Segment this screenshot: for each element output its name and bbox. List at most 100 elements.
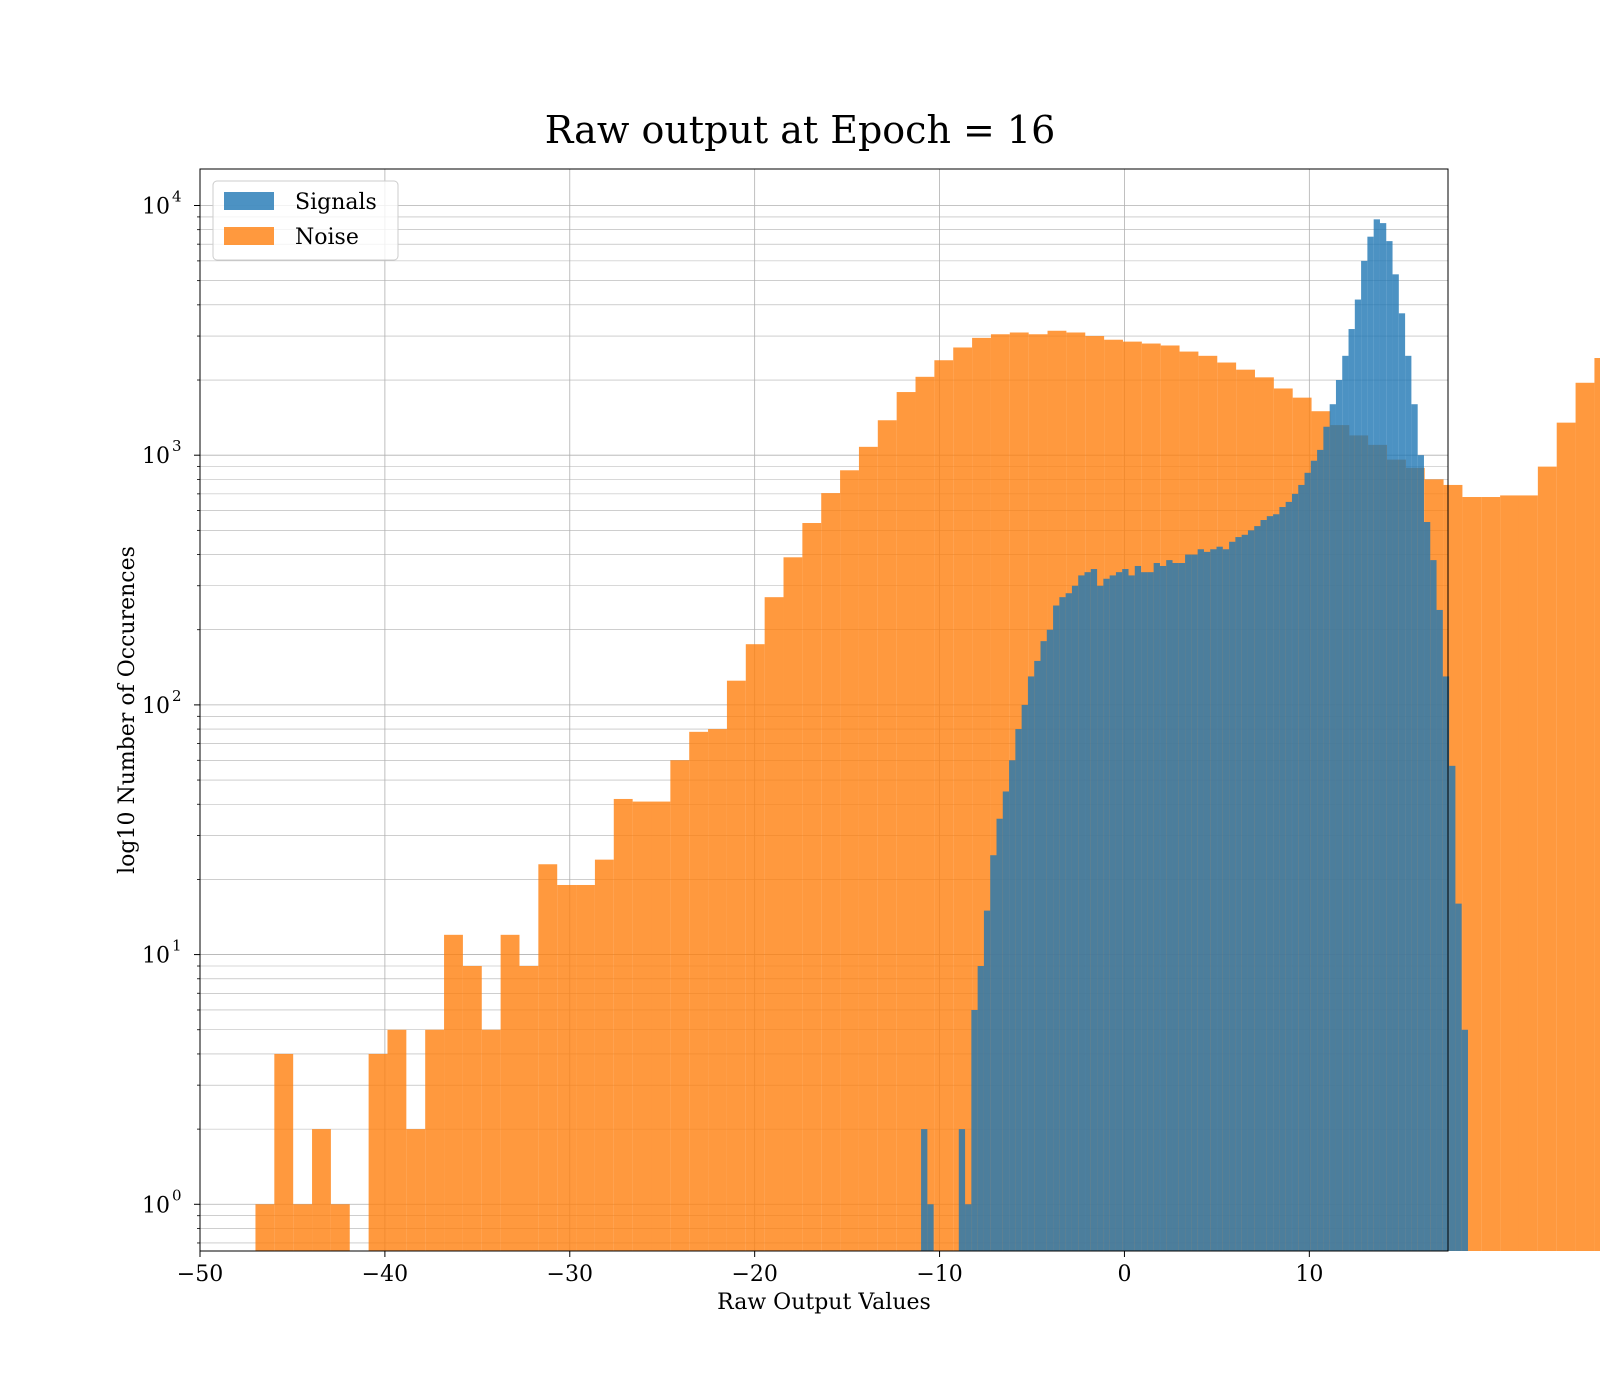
signal-bar — [1128, 575, 1135, 1251]
signal-bar — [1159, 565, 1167, 1251]
signal-bar — [1304, 472, 1311, 1251]
x-tick-label: 0 — [1117, 1262, 1131, 1287]
signal-bar — [958, 1129, 966, 1251]
signal-bar — [1310, 460, 1318, 1251]
noise-bar — [613, 798, 633, 1251]
signal-bar — [1210, 549, 1217, 1251]
signal-bar — [965, 1204, 972, 1251]
signal-bar — [1379, 223, 1387, 1252]
signal-bar — [1034, 660, 1041, 1251]
signal-bar — [1235, 537, 1242, 1251]
legend: Signals Noise — [212, 180, 399, 261]
signal-bar — [996, 818, 1003, 1251]
noise-bar — [255, 1204, 275, 1251]
signal-bar — [1147, 572, 1154, 1251]
signal-bar — [1254, 526, 1261, 1251]
signal-bar — [1335, 380, 1343, 1251]
noise-bar — [406, 1129, 426, 1251]
signal-bar — [1178, 563, 1186, 1251]
noise-bar — [764, 597, 784, 1251]
noise-bar — [915, 376, 935, 1251]
noise-bar — [330, 1204, 350, 1251]
noise-bar — [368, 1053, 388, 1251]
noise-bar — [858, 446, 878, 1251]
signal-bar — [1417, 455, 1424, 1251]
noise-bar — [293, 1204, 313, 1251]
y-axis-title: log10 Number of Occurences — [115, 546, 140, 874]
signal-bar — [1241, 534, 1248, 1251]
signal-bar — [1172, 563, 1179, 1251]
signal-bar — [1392, 274, 1399, 1251]
signal-bar — [1103, 578, 1110, 1251]
signal-bar — [1122, 569, 1129, 1251]
noise-bar — [670, 760, 690, 1251]
noise-bar — [802, 523, 822, 1251]
y-tick-exponent: 2 — [172, 687, 182, 705]
signal-bar — [1021, 704, 1028, 1251]
signal-bar — [1059, 597, 1066, 1251]
signal-bar — [1040, 641, 1047, 1251]
signal-bar — [1071, 585, 1079, 1251]
signal-bar — [1141, 572, 1148, 1251]
signal-bar — [1436, 609, 1443, 1251]
noise-bar — [274, 1053, 294, 1251]
signal-bar — [1002, 791, 1010, 1251]
signal-bar — [1461, 1029, 1468, 1251]
signal-bar — [1009, 760, 1016, 1251]
noise-bar — [745, 644, 765, 1251]
signal-bar — [1260, 520, 1267, 1251]
signal-bar — [1348, 329, 1355, 1252]
signal-bar — [1430, 560, 1437, 1251]
signal-bar — [1298, 484, 1305, 1251]
noise-bar — [1556, 422, 1576, 1252]
signal-bar — [1090, 569, 1098, 1251]
signal-bar — [1078, 575, 1085, 1251]
noise-bar — [387, 1029, 407, 1251]
noise-bar — [953, 347, 973, 1251]
noise-bar — [1500, 495, 1519, 1252]
y-tick-label: 10 — [142, 194, 170, 219]
legend-swatch-noise — [224, 227, 274, 245]
signal-bar — [1015, 729, 1022, 1251]
x-tick-label: −10 — [916, 1262, 962, 1287]
signal-bar — [927, 1204, 934, 1251]
signal-bar — [1109, 575, 1116, 1251]
noise-bar — [632, 801, 652, 1251]
noise-bar — [519, 966, 539, 1251]
signal-bar — [1153, 563, 1160, 1251]
y-tick-exponent: 1 — [172, 937, 182, 955]
signal-bar — [1084, 572, 1091, 1251]
signal-bar — [1373, 219, 1380, 1251]
signal-bar — [1317, 449, 1324, 1251]
x-tick-label: −40 — [362, 1262, 408, 1287]
noise-bar — [594, 859, 614, 1251]
y-tick-exponent: 0 — [172, 1186, 182, 1204]
signal-bar — [1329, 404, 1336, 1251]
legend-swatch-signals — [224, 192, 274, 210]
noise-bar — [1575, 382, 1595, 1251]
signal-bar — [1285, 501, 1292, 1251]
legend-label-signals: Signals — [295, 190, 377, 215]
signal-bar — [1115, 572, 1123, 1251]
legend-label-noise: Noise — [295, 225, 359, 250]
noise-bar — [783, 557, 803, 1251]
signal-bar — [1367, 236, 1374, 1252]
signal-bar — [1247, 530, 1255, 1251]
x-tick-label: 10 — [1295, 1262, 1323, 1287]
x-tick-label: −30 — [547, 1262, 593, 1287]
signal-bar — [1027, 676, 1035, 1251]
signal-bar — [1291, 493, 1299, 1251]
y-tick-exponent: 4 — [172, 187, 182, 205]
signal-bar — [1197, 549, 1204, 1251]
signal-bar — [1053, 605, 1060, 1251]
x-axis-title: Raw Output Values — [717, 1290, 931, 1315]
noise-bar — [1481, 497, 1501, 1251]
signal-bar — [1273, 514, 1280, 1251]
signal-bar — [1203, 551, 1211, 1251]
signal-bar — [1229, 541, 1236, 1251]
signal-bar — [1342, 355, 1349, 1251]
signal-bar — [921, 1129, 928, 1251]
signal-bar — [1411, 404, 1418, 1251]
noise-bar — [462, 966, 482, 1251]
chart-title: Raw output at Epoch = 16 — [545, 108, 1056, 152]
